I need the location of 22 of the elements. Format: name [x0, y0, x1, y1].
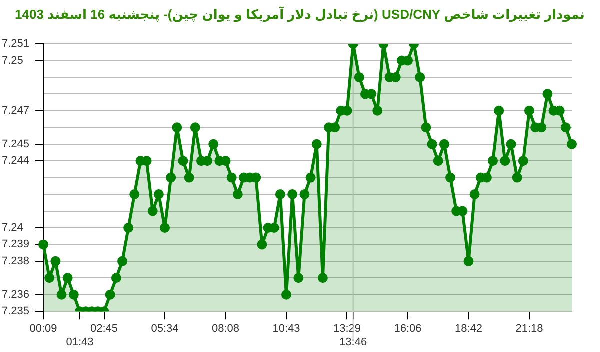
y-tick-label: 7.239 [2, 238, 30, 251]
y-tick-label: 7.235 [2, 306, 30, 318]
x-tick-label: 21:18 [516, 323, 544, 336]
x-tick-label: 01:43 [66, 336, 94, 348]
x-tick-label: 00:09 [30, 323, 58, 336]
y-tick-label: 7.244 [2, 155, 30, 168]
y-tick-label: 7.238 [2, 255, 30, 268]
chart-title: نمودار تغییرات شاخص USD/CNY (نرخ تبادل دلار آمریکا و یوان چین)- پنجشنبه 16 اسفند 1403 [14, 6, 586, 24]
x-tick-label: 02:45 [90, 323, 118, 336]
y-tick-label: 7.251 [2, 38, 30, 50]
x-tick-label: 08:08 [212, 323, 240, 336]
y-tick-label: 7.25 [2, 54, 24, 67]
x-tick-label: 05:34 [151, 323, 179, 336]
x-tick-label: 18:42 [454, 323, 482, 336]
y-tick-label: 7.236 [2, 288, 30, 301]
x-tick-label: 10:43 [272, 323, 300, 336]
x-tick-label: 13:46 [340, 336, 368, 348]
x-tick-label: 13:29 [333, 323, 362, 336]
y-tick-label: 7.245 [2, 138, 30, 150]
y-tick-label: 7.247 [2, 104, 30, 117]
y-tick-label: 7.24 [2, 222, 24, 234]
x-tick-label: 16:06 [394, 323, 422, 336]
